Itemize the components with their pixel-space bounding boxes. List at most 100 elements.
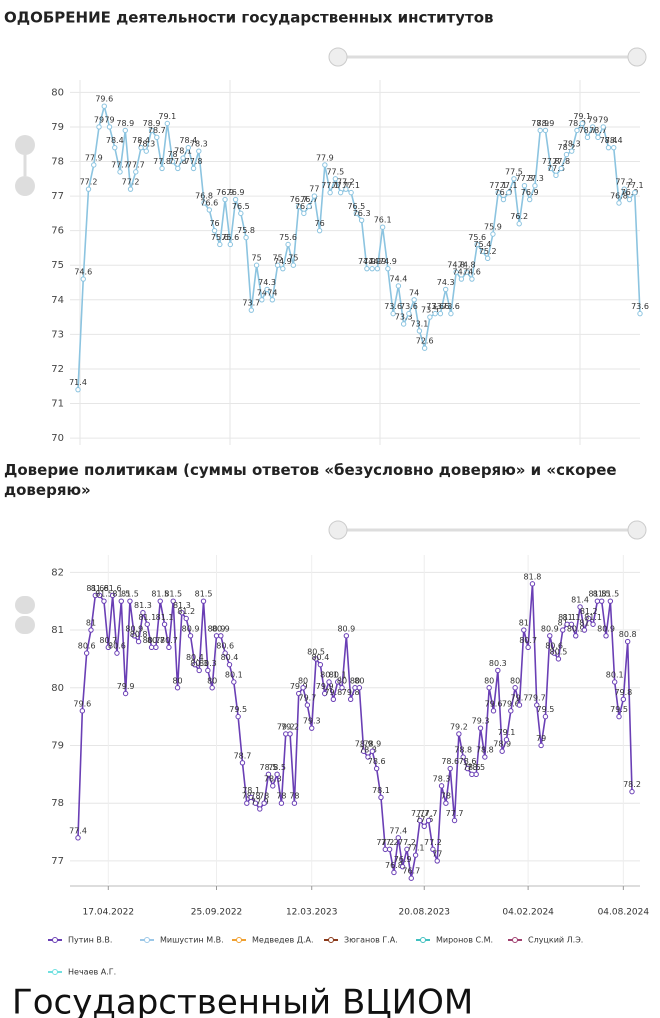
point	[112, 144, 118, 151]
data-label: 80.9	[541, 624, 559, 633]
point	[117, 169, 123, 175]
point	[317, 661, 324, 668]
point	[447, 765, 453, 772]
point	[227, 241, 234, 248]
y-handle[interactable]	[15, 616, 35, 634]
data-label: 80	[172, 676, 182, 685]
point	[316, 227, 323, 234]
data-label: 78.7	[148, 126, 166, 135]
y-handle[interactable]	[15, 596, 35, 614]
legend-label: Мишустин М.В.	[160, 936, 224, 945]
point	[200, 598, 207, 604]
point	[521, 183, 528, 189]
point	[577, 604, 583, 610]
data-label: 81.5	[121, 590, 139, 599]
data-label: 75.8	[237, 226, 255, 235]
point	[75, 835, 81, 841]
data-label: 78.1	[174, 147, 192, 156]
data-label: 79	[598, 115, 608, 124]
data-label: 80.9	[182, 624, 200, 633]
data-label: 78.2	[558, 143, 576, 152]
v-grid	[79, 80, 581, 445]
data-label: 78.6	[459, 757, 477, 766]
data-label: 81.6	[86, 584, 104, 593]
data-label: 76.9	[394, 855, 412, 864]
point	[157, 598, 163, 604]
slider-handle[interactable]	[627, 47, 647, 67]
data-label: 76.8	[385, 861, 403, 870]
data-label: 79.7	[528, 694, 546, 703]
point	[243, 234, 249, 241]
data-label: 80	[207, 676, 217, 685]
data-label: 80.7	[519, 636, 537, 645]
point	[479, 248, 486, 255]
data-label: 79.8	[342, 688, 360, 697]
data-label: 80.4	[221, 653, 239, 662]
point	[490, 231, 496, 237]
data-label: 76.2	[510, 212, 528, 221]
data-label: 80.7	[99, 636, 117, 645]
slider-handle[interactable]	[328, 520, 348, 540]
data-label: 79	[536, 734, 546, 743]
x-tick-label: 04.08.2024	[598, 908, 650, 918]
point	[527, 196, 533, 203]
data-label: 80.6	[216, 642, 234, 651]
data-label: 81.6	[91, 584, 109, 593]
legend-swatch	[52, 937, 58, 943]
range-slider[interactable]	[15, 47, 647, 196]
y-handle[interactable]	[15, 176, 35, 196]
point	[201, 200, 207, 206]
y-handle[interactable]	[15, 135, 35, 155]
slider-handle[interactable]	[328, 47, 348, 67]
point	[548, 165, 554, 172]
data-label: 80.9	[208, 624, 226, 633]
data-label: 80.4	[186, 653, 204, 662]
data-label: 75	[288, 254, 298, 263]
data-label: 78.9	[363, 740, 381, 749]
point	[490, 708, 497, 714]
data-label: 78	[259, 792, 269, 801]
data-label: 80.9	[337, 624, 355, 633]
range-slider[interactable]	[15, 520, 647, 634]
point	[259, 297, 265, 303]
data-label: 79.2	[281, 722, 299, 731]
point	[179, 610, 185, 616]
x-tick-label: 17.04.2022	[83, 908, 135, 918]
point	[378, 794, 384, 801]
data-label: 74.6	[74, 268, 92, 277]
data-label: 73.5	[421, 306, 439, 315]
data-label: 78.4	[132, 136, 150, 145]
data-label: 78.5	[260, 763, 278, 772]
point	[135, 638, 142, 645]
data-label: 74.3	[258, 278, 276, 287]
data-label: 78.8	[454, 746, 472, 755]
point	[434, 858, 440, 864]
data-label: 78.1	[372, 786, 390, 795]
data-label: 78.6	[441, 757, 459, 766]
point	[595, 134, 601, 141]
point	[412, 852, 419, 858]
point	[495, 189, 501, 196]
point	[551, 650, 557, 656]
point	[185, 144, 191, 151]
data-label: 75.6	[211, 233, 229, 242]
slider-handle[interactable]	[627, 520, 647, 540]
point	[332, 176, 339, 182]
data-label: 81.5	[95, 590, 113, 599]
point	[164, 120, 170, 127]
data-label: 81.5	[588, 590, 606, 599]
data-label: 78.6	[368, 757, 386, 766]
point	[274, 771, 280, 778]
data-label: 77.9	[316, 153, 334, 162]
point	[347, 696, 354, 702]
data-label: 81.1	[138, 613, 156, 622]
y-tick-label: 79	[51, 122, 64, 133]
data-label: 78.4	[179, 136, 197, 145]
point	[80, 276, 86, 282]
point	[584, 134, 591, 141]
legend-swatch	[420, 937, 426, 943]
data-label: 80.5	[550, 647, 568, 656]
point	[101, 103, 107, 109]
data-label: 78.3	[563, 140, 581, 149]
data-label: 79.3	[303, 717, 321, 726]
